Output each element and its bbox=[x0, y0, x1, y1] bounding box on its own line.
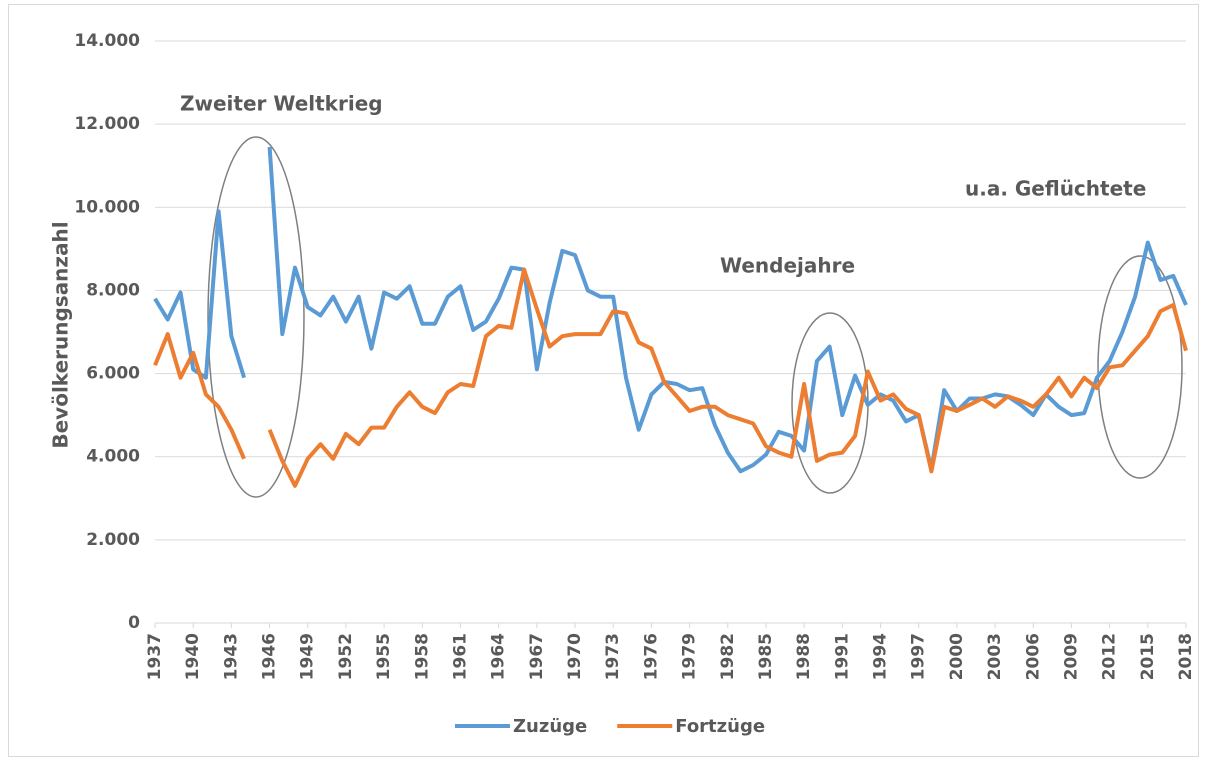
annotation: u.a. Geflüchtete bbox=[965, 177, 1146, 201]
x-tick-label: 1973 bbox=[603, 633, 623, 680]
x-tick-label: 1982 bbox=[718, 633, 738, 680]
y-tick-label: 6.000 bbox=[86, 364, 140, 384]
lines bbox=[153, 146, 1188, 488]
annotation-background bbox=[174, 87, 389, 120]
y-tick-label: 14.000 bbox=[74, 31, 140, 51]
annotations: Zweiter Weltkrieg Wendejahre u.a. Geflücht… bbox=[174, 87, 1153, 282]
x-tick-label: 1985 bbox=[756, 633, 776, 680]
y-tick-label: 12.000 bbox=[74, 114, 140, 134]
x-tick-label: 2009 bbox=[1061, 633, 1081, 680]
x-tick-label: 1964 bbox=[489, 633, 509, 680]
chart-frame bbox=[8, 4, 1199, 757]
y-tick-label: 0 bbox=[128, 613, 140, 633]
x-tick-label: 1994 bbox=[871, 633, 891, 680]
annotation: Wendejahre bbox=[720, 254, 855, 278]
highlight-ellipse bbox=[207, 136, 305, 498]
x-tick-label: 1955 bbox=[374, 633, 394, 680]
y-tick-label: 10.000 bbox=[74, 197, 140, 217]
x-tick-label: 1958 bbox=[412, 633, 432, 680]
legend: Zuzüge Fortzüge bbox=[455, 716, 765, 737]
x-tick-label: 2006 bbox=[1023, 633, 1043, 680]
x-tick-label: 2015 bbox=[1138, 633, 1158, 680]
x-tick-label: 2018 bbox=[1176, 633, 1196, 680]
x-tick-label: 1952 bbox=[336, 633, 356, 680]
x-tick-label: 1961 bbox=[450, 633, 470, 680]
y-axis-label: Bevölkerungsanzahl bbox=[49, 221, 73, 448]
series-line bbox=[153, 267, 1188, 488]
annotation: Zweiter Weltkrieg bbox=[180, 92, 383, 116]
x-tick-label: 1997 bbox=[909, 633, 929, 680]
x-tick-label: 1946 bbox=[260, 633, 280, 680]
highlight-ellipse bbox=[1097, 255, 1183, 479]
x-tick-label: 1967 bbox=[527, 633, 547, 680]
x-tick-label: 1940 bbox=[183, 633, 203, 680]
x-tick-label: 1976 bbox=[641, 633, 661, 680]
legend-label: Fortzüge bbox=[675, 716, 765, 737]
annotation-background bbox=[959, 172, 1153, 205]
x-tick-label: 1970 bbox=[565, 633, 585, 680]
x-tick-label: 1949 bbox=[298, 633, 318, 680]
y-tick-label: 2.000 bbox=[86, 530, 140, 550]
x-tick-label: 2003 bbox=[985, 633, 1005, 680]
x-tick-label: 1937 bbox=[145, 633, 165, 680]
x-tick-label: 1991 bbox=[832, 633, 852, 680]
x-tick-label: 1988 bbox=[794, 633, 814, 680]
x-tick-label: 1943 bbox=[221, 633, 241, 680]
x-tick-label: 2012 bbox=[1100, 633, 1120, 680]
y-tick-label: 4.000 bbox=[86, 447, 140, 467]
y-tick-label: 8.000 bbox=[86, 280, 140, 300]
x-tick-label: 1979 bbox=[680, 633, 700, 680]
grid: 0 2.000 4.000 6.000 8.000 10.000 12.000 14.000 1… bbox=[74, 31, 1196, 680]
x-tick-label: 2000 bbox=[947, 633, 967, 680]
annotation-background bbox=[714, 249, 862, 282]
legend-label: Zuzüge bbox=[513, 716, 587, 737]
